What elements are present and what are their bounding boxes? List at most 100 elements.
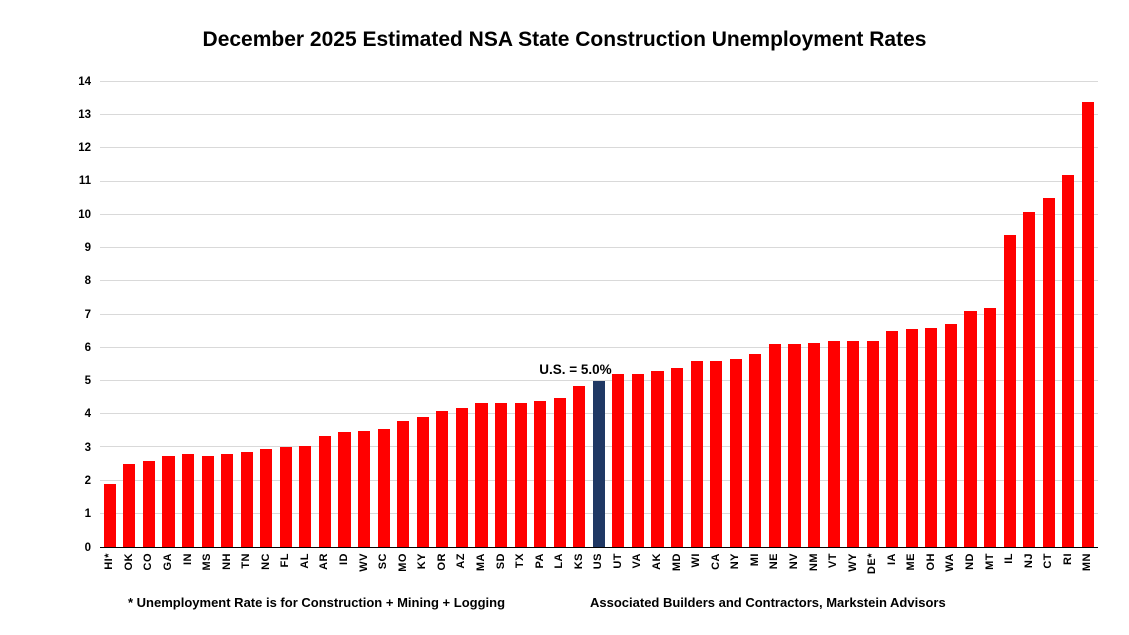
bar — [553, 397, 566, 547]
bar — [788, 344, 801, 547]
x-axis-label-slot: GA — [159, 548, 179, 596]
x-axis-label: MI — [748, 553, 761, 567]
bar-slot — [961, 82, 981, 547]
gridline — [100, 247, 1098, 249]
bar — [299, 445, 312, 547]
x-axis-label-slot: VA — [628, 548, 648, 596]
bar-us-highlight — [592, 380, 605, 547]
us-rate-annotation: U.S. = 5.0% — [539, 362, 612, 378]
x-axis-label: MD — [670, 553, 683, 572]
x-axis-label-slot: LA — [550, 548, 570, 596]
y-axis-tick-label: 12 — [78, 141, 91, 154]
bar-slot — [511, 82, 531, 547]
x-axis-label: ID — [338, 553, 351, 565]
x-axis-label-slot: ID — [335, 548, 355, 596]
x-axis-label: VT — [827, 553, 840, 569]
x-axis: HI* OK CO GA IN MS NH TN NC FL AL AR ID WV SC MO KY OR AZ M… — [100, 548, 1098, 596]
chart-title: December 2025 Estimated NSA State Constr… — [202, 28, 927, 51]
x-axis-label: ME — [905, 553, 918, 571]
x-axis-label: NH — [220, 553, 233, 570]
x-axis-label-slot: IN — [178, 548, 198, 596]
y-axis-tick-label: 8 — [84, 274, 91, 287]
bar — [710, 361, 723, 547]
bar — [514, 402, 527, 547]
bar-slot — [354, 82, 374, 547]
x-axis-label-slot: IL — [1000, 548, 1020, 596]
bar — [123, 463, 136, 547]
bar — [807, 342, 821, 547]
x-axis-label: AZ — [455, 553, 468, 569]
bar-slot — [178, 82, 198, 547]
x-axis-label: UT — [611, 553, 624, 569]
x-axis-label: MN — [1081, 553, 1094, 572]
bar-slot — [883, 82, 903, 547]
y-axis-tick-label: 6 — [84, 341, 91, 354]
footnote-source: Associated Builders and Contractors, Mar… — [590, 595, 946, 610]
bar — [671, 367, 684, 547]
y-axis-tick-label: 0 — [84, 541, 91, 554]
x-axis-label: IN — [181, 553, 194, 565]
bar — [827, 341, 840, 547]
bar-slot — [374, 82, 394, 547]
x-axis-label: WI — [690, 553, 703, 568]
bar-slot — [687, 82, 707, 547]
bar-slot — [217, 82, 237, 547]
gridline — [100, 346, 1098, 348]
x-axis-label-slot: VT — [824, 548, 844, 596]
x-axis-label: OR — [435, 553, 448, 571]
bar — [573, 385, 586, 547]
bar-slot — [393, 82, 413, 547]
bar — [142, 460, 155, 547]
bar-slot — [198, 82, 218, 547]
bar-slot — [452, 82, 472, 547]
x-axis-label-slot: MI — [746, 548, 766, 596]
plot-area: U.S. = 5.0% — [100, 81, 1098, 548]
y-axis-tick-label: 9 — [84, 241, 91, 254]
x-axis-label-slot: CO — [139, 548, 159, 596]
x-axis-label: WV — [357, 553, 370, 572]
gridline — [100, 313, 1098, 315]
bar — [1023, 211, 1036, 547]
bar-chart: 0 1 2 3 4 5 6 7 8 9 10 11 12 13 14 U.S. = 5.0% HI* OK CO… — [58, 76, 1098, 596]
x-axis-label-slot: AR — [315, 548, 335, 596]
bar — [221, 454, 234, 547]
x-axis-label: KY — [416, 553, 429, 570]
y-axis-tick-label: 11 — [78, 175, 91, 188]
x-axis-label-slot: MT — [980, 548, 1000, 596]
bar-slot — [1039, 82, 1059, 547]
x-axis-label: SC — [377, 553, 390, 570]
x-axis-label: AL — [298, 553, 311, 569]
bar-slot — [706, 82, 726, 547]
bar — [729, 359, 742, 547]
bar-slot — [648, 82, 668, 547]
x-axis-label-slot: TN — [237, 548, 257, 596]
bar — [866, 341, 879, 547]
x-axis-label: FL — [279, 553, 292, 568]
bar-slot — [1078, 82, 1098, 547]
x-axis-label-slot: OH — [922, 548, 942, 596]
bar-slot — [980, 82, 1000, 547]
bar — [964, 311, 977, 547]
bar-slot — [100, 82, 120, 547]
x-axis-label: MS — [201, 553, 214, 571]
x-axis-label: IA — [885, 553, 898, 565]
bar — [240, 452, 253, 547]
bar — [651, 370, 664, 547]
y-axis-tick-label: 3 — [84, 441, 91, 454]
y-axis-tick-label: 2 — [84, 474, 91, 487]
x-axis-label-slot: NH — [217, 548, 237, 596]
bar-slot — [433, 82, 453, 547]
x-axis-label-slot: US — [589, 548, 609, 596]
x-axis-label: TX — [514, 553, 527, 569]
bar — [631, 374, 645, 547]
bar — [847, 341, 860, 547]
bar — [201, 455, 214, 547]
bar-slot — [276, 82, 296, 547]
bar — [397, 420, 410, 547]
bar — [475, 402, 488, 547]
bar — [181, 454, 195, 547]
x-axis-label: KS — [572, 553, 585, 570]
bar — [103, 483, 116, 547]
x-axis-label-slot: AK — [648, 548, 668, 596]
